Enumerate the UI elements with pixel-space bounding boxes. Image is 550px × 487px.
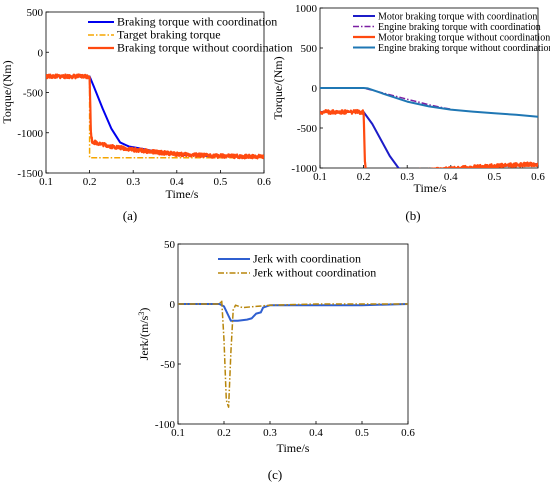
y-tick-label-a: -1500 [17, 168, 43, 180]
x-tick-label-a: 0.6 [257, 176, 271, 188]
legend-label-c-2: Jerk without coordination [253, 266, 376, 280]
y-tick-label-b: -500 [297, 123, 318, 135]
series-group-a [46, 73, 264, 160]
x-tick-label-b: 0.5 [488, 171, 502, 183]
series-line-b-4 [320, 87, 538, 118]
x-tick-label-c: 0.6 [401, 427, 415, 439]
y-tick-label-a: 500 [27, 7, 44, 19]
y-tick-label-b: 500 [301, 43, 318, 55]
x-axis-label-b: Time/s [414, 181, 447, 195]
series-line-a-1 [46, 75, 264, 158]
y-axis-label-c-end: ) [137, 308, 151, 312]
y-axis-label-b: Torque/(Nm) [271, 56, 285, 119]
series-group-b [320, 87, 538, 168]
legend-label-b-1: Motor braking torque with coordination [378, 12, 537, 23]
series-line-a-3 [46, 73, 264, 160]
series-line-b-3 [320, 108, 538, 168]
x-tick-label-a: 0.3 [126, 176, 140, 188]
y-tick-label-c: 50 [164, 239, 176, 251]
x-tick-label-a: 0.1 [39, 176, 53, 188]
x-tick-label-c: 0.3 [263, 427, 277, 439]
y-ticks-b: 1000 500 0 -500 -1000 [291, 3, 323, 175]
y-axis-label-c-exp: 3 [137, 312, 146, 316]
y-axis-label-c-base: Jerk/(m/s [137, 315, 151, 360]
x-tick-label-a: 0.5 [214, 176, 228, 188]
x-tick-label-c: 0.4 [309, 427, 323, 439]
x-tick-label-b: 0.4 [444, 171, 458, 183]
y-ticks-a: 500 0 -500 -1000 -1500 [17, 7, 49, 180]
x-tick-label-b: 0.2 [357, 171, 371, 183]
x-tick-label-c: 0.5 [355, 427, 369, 439]
panel-label-c: (c) [268, 467, 282, 482]
series-line-a-2 [46, 75, 264, 159]
plot-area-c [177, 243, 409, 425]
x-tick-label-b: 0.3 [400, 171, 414, 183]
legend-label-b-2: Engine braking torque with coordination [378, 22, 541, 33]
y-axis-label-c: Jerk/(m/s3) [137, 308, 152, 361]
panel-label-b: (b) [405, 208, 420, 223]
y-tick-label-b: 0 [312, 83, 318, 95]
legend-label-c-1: Jerk with coordination [253, 252, 361, 266]
x-ticks-c: 0.1 0.2 0.3 0.4 0.5 0.6 [171, 421, 415, 439]
y-tick-label-b: -1000 [291, 163, 317, 175]
y-tick-label-b: 1000 [295, 3, 318, 15]
series-line-b-1 [320, 111, 538, 168]
x-axis-label-a: Time/s [166, 187, 199, 201]
y-ticks-c: 50 0 -50 -100 [155, 239, 181, 431]
y-tick-label-a: -500 [23, 88, 44, 100]
chart-a: 0.1 0.2 0.3 0.4 0.5 0.6 500 0 -500 -1000 -1500 Br… [0, 7, 293, 223]
x-ticks-a: 0.1 0.2 0.3 0.4 0.5 0.6 [39, 170, 271, 188]
x-tick-label-c: 0.2 [217, 427, 231, 439]
x-tick-label-a: 0.4 [170, 176, 184, 188]
x-tick-label-b: 0.1 [313, 171, 327, 183]
x-ticks-b: 0.1 0.2 0.3 0.4 0.5 0.6 [313, 165, 545, 183]
legend-label-a-3: Braking torque without coordination [117, 41, 293, 55]
y-tick-label-c: -100 [155, 419, 176, 431]
y-axis-label-a: Torque/(Nm) [0, 60, 14, 123]
x-axis-label-c: Time/s [277, 441, 310, 455]
x-tick-label-b: 0.6 [531, 171, 545, 183]
series-line-c-2 [178, 299, 408, 408]
legend-label-b-3: Motor braking torque without coordinatio… [378, 33, 550, 44]
y-tick-label-a: 0 [38, 47, 44, 59]
legend-label-a-2: Target braking torque [117, 28, 221, 42]
legend-label-b-4: Engine braking torque without coordinati… [378, 43, 550, 54]
x-tick-label-c: 0.1 [171, 427, 185, 439]
y-tick-label-a: -1000 [17, 128, 43, 140]
x-tick-label-a: 0.2 [83, 176, 97, 188]
panel-label-a: (a) [123, 208, 137, 223]
y-tick-label-c: -50 [160, 359, 175, 371]
legend-label-a-1: Braking torque with coordination [117, 15, 277, 29]
series-group-c [178, 299, 408, 408]
series-line-c-1 [178, 303, 408, 322]
chart-c: 0.1 0.2 0.3 0.4 0.5 0.6 50 0 -50 -100 Jerk with … [137, 239, 416, 482]
y-tick-label-c: 0 [170, 299, 176, 311]
legend-b: Motor braking torque with coordinationEn… [353, 12, 550, 54]
chart-b: 0.1 0.2 0.3 0.4 0.5 0.6 1000 500 0 -500 -1000 Mot… [271, 3, 550, 223]
